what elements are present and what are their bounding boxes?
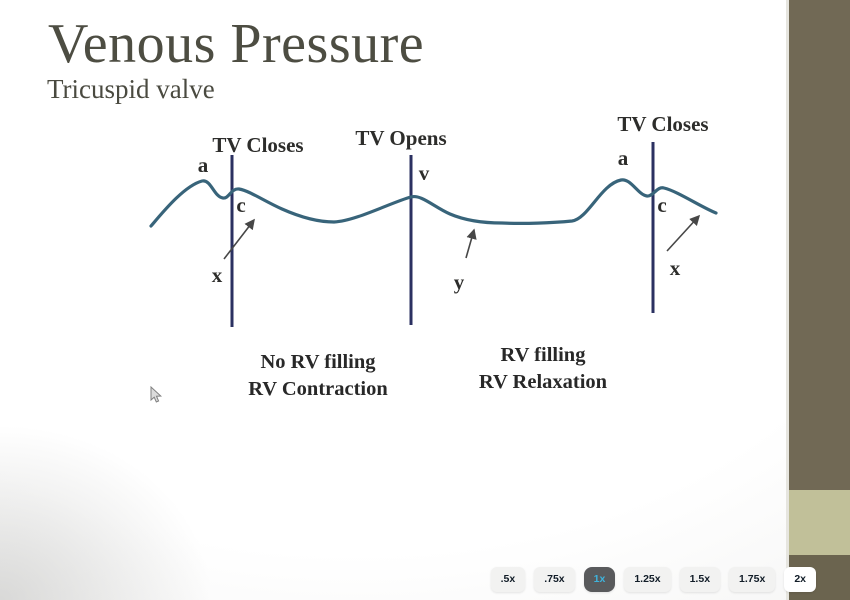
speed-button-2x[interactable]: 2x [784, 567, 816, 592]
page-subtitle: Tricuspid valve [47, 74, 215, 104]
c-wave-label-2: c [657, 193, 667, 217]
y-descent-label: y [453, 270, 465, 294]
venous-pressure-curve [149, 178, 718, 228]
speed-button-1.5x[interactable]: 1.5x [679, 567, 721, 592]
x-descent-label-1: x [211, 263, 223, 287]
page-title: Venous Pressure [48, 13, 425, 75]
speed-button-1.75x[interactable]: 1.75x [729, 567, 776, 592]
sidebar-top-block [789, 0, 850, 490]
speed-button-1.25x[interactable]: 1.25x [624, 567, 671, 592]
speed-button-0.75x[interactable]: .75x [534, 567, 575, 592]
annotation-line: No RV filling [260, 351, 376, 373]
x-descent-label-2: x [669, 256, 681, 280]
tv-closes-label-1: TV Closes [212, 133, 304, 157]
v-wave-label: v [418, 161, 430, 185]
tv-opens-label: TV Opens [355, 126, 447, 150]
x-descent-arrow-2 [666, 214, 701, 252]
slide-corner-shadow [0, 410, 230, 600]
a-wave-label-2: a [617, 146, 629, 170]
mouse-cursor-icon [150, 386, 163, 403]
speed-button-0.5x[interactable]: .5x [490, 567, 526, 592]
y-descent-arrow [465, 228, 477, 259]
annotation-line: RV filling [500, 344, 586, 366]
x-descent-arrow-1 [223, 218, 255, 260]
playback-speed-bar: .5x .75x 1x 1.25x 1.5x 1.75x 2x [490, 567, 816, 592]
slide-right-edge [786, 0, 789, 600]
c-wave-label-1: c [236, 193, 246, 217]
tv-closes-label-2: TV Closes [617, 112, 709, 136]
a-wave-label-1: a [197, 153, 209, 177]
speed-button-1x[interactable]: 1x [583, 567, 616, 592]
no-rv-filling-annotation: No RV filling RV Contraction [248, 349, 388, 403]
sidebar-accent-band [789, 490, 850, 555]
slide-design-sidebar [789, 0, 850, 600]
annotation-line: RV Relaxation [478, 371, 608, 393]
rv-filling-annotation: RV filling RV Relaxation [479, 342, 607, 396]
annotation-line: RV Contraction [248, 378, 388, 400]
